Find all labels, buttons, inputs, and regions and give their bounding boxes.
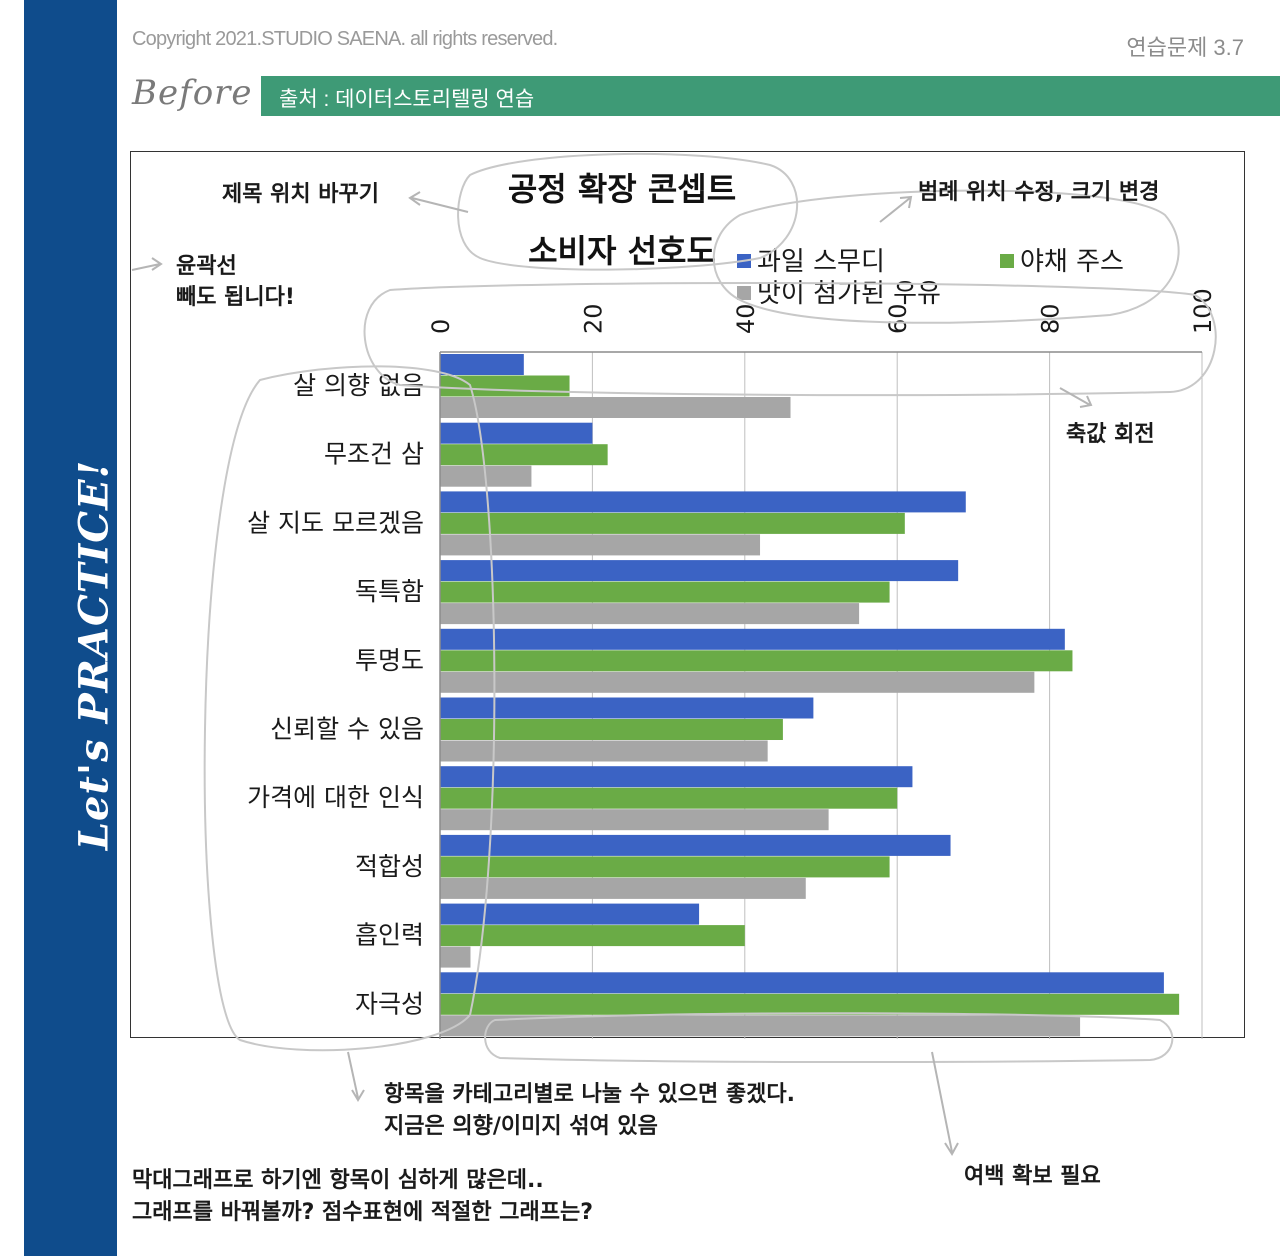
category-label: 살 지도 모르겠음	[247, 508, 424, 537]
bar	[440, 809, 829, 831]
category-note-line2: 지금은 의향/이미지 섞여 있음	[384, 1114, 658, 1139]
bar	[440, 397, 791, 418]
bar	[440, 993, 1180, 1015]
axis-note-arrow	[1059, 387, 1093, 408]
before-label: Before	[132, 73, 253, 113]
bar	[440, 603, 860, 625]
category-label: 적합성	[355, 852, 424, 881]
legend-swatch	[737, 286, 751, 300]
title-circle-outline	[457, 152, 799, 271]
bar	[440, 422, 593, 444]
bar	[440, 946, 471, 968]
bar	[440, 740, 768, 762]
legend-circle-outline	[712, 189, 1180, 324]
source-text: 출처 : 데이터스토리텔링 연습	[279, 88, 535, 111]
bar	[440, 766, 913, 788]
x-tick-label: 0	[427, 319, 455, 334]
axis-note: 축값 회전	[1066, 422, 1155, 447]
bar	[440, 903, 700, 925]
exercise-number: 연습문제 3.7	[1126, 35, 1244, 60]
category-label: 무조건 삼	[324, 440, 424, 469]
category-label: 독특함	[355, 577, 424, 606]
source-banner: 출처 : 데이터스토리텔링 연습	[261, 76, 1280, 116]
bar	[440, 354, 524, 375]
category-label: 신뢰할 수 있음	[270, 715, 424, 744]
title-note: 제목 위치 바꾸기	[222, 182, 379, 207]
question-line2: 그래프를 바꿔볼까? 점수표현에 적절한 그래프는?	[132, 1200, 593, 1225]
category-note-line1: 항목을 카테고리별로 나눌 수 있으면 좋겠다.	[384, 1082, 795, 1107]
legend-note-arrow	[879, 195, 913, 223]
x-tick-label: 60	[884, 303, 912, 334]
bar	[440, 581, 890, 603]
sidebar: Let's PRACTICE!	[24, 0, 118, 1256]
bar	[440, 719, 783, 740]
legend-label: 야채 주스	[1020, 247, 1124, 277]
legend-note: 범례 위치 수정, 크기 변경	[918, 180, 1160, 205]
bar	[440, 491, 966, 513]
margin-circle-outline	[484, 1012, 1174, 1064]
title-note-arrow	[408, 191, 469, 213]
bar	[440, 856, 890, 878]
bar	[440, 650, 1073, 672]
x-tick-label: 100	[1189, 288, 1217, 334]
bar	[440, 512, 905, 534]
outline-note-line2: 빼도 됩니다!	[176, 285, 295, 310]
copyright-text: Copyright 2021.STUDIO SAENA. all rights …	[132, 28, 558, 50]
bar	[440, 628, 1065, 650]
bar	[440, 697, 814, 719]
x-tick-label: 40	[732, 303, 760, 334]
bar	[440, 972, 1164, 994]
category-label: 자극성	[355, 989, 424, 1018]
category-label: 흡인력	[355, 921, 424, 950]
bar	[440, 560, 959, 582]
legend-swatch	[1000, 254, 1014, 268]
legend-label: 과일 스무디	[757, 247, 885, 277]
bar	[440, 534, 761, 556]
category-label: 가격에 대한 인식	[247, 783, 424, 812]
category-note-arrow	[347, 1051, 365, 1102]
bar	[440, 877, 806, 899]
bar	[440, 1015, 1081, 1037]
outline-note-line1: 윤곽선	[176, 254, 237, 279]
axis-circle-outline	[363, 282, 1217, 397]
category-circle-outline	[203, 365, 496, 1052]
outline-note-arrow	[131, 257, 163, 271]
bar	[440, 834, 951, 856]
margin-note-arrow	[931, 1051, 959, 1156]
bar	[440, 671, 1035, 693]
bar	[440, 444, 608, 466]
question-line1: 막대그래프로 하기엔 항목이 심하게 많은데..	[132, 1168, 544, 1193]
chart-title-line1: 공정 확장 콘셉트	[508, 170, 736, 208]
margin-note: 여백 확보 필요	[964, 1164, 1101, 1189]
category-label: 투명도	[355, 646, 424, 675]
bar	[440, 787, 898, 809]
chart-title-line2: 소비자 선호도	[528, 232, 716, 270]
x-tick-label: 20	[579, 303, 607, 334]
bar	[440, 925, 745, 947]
